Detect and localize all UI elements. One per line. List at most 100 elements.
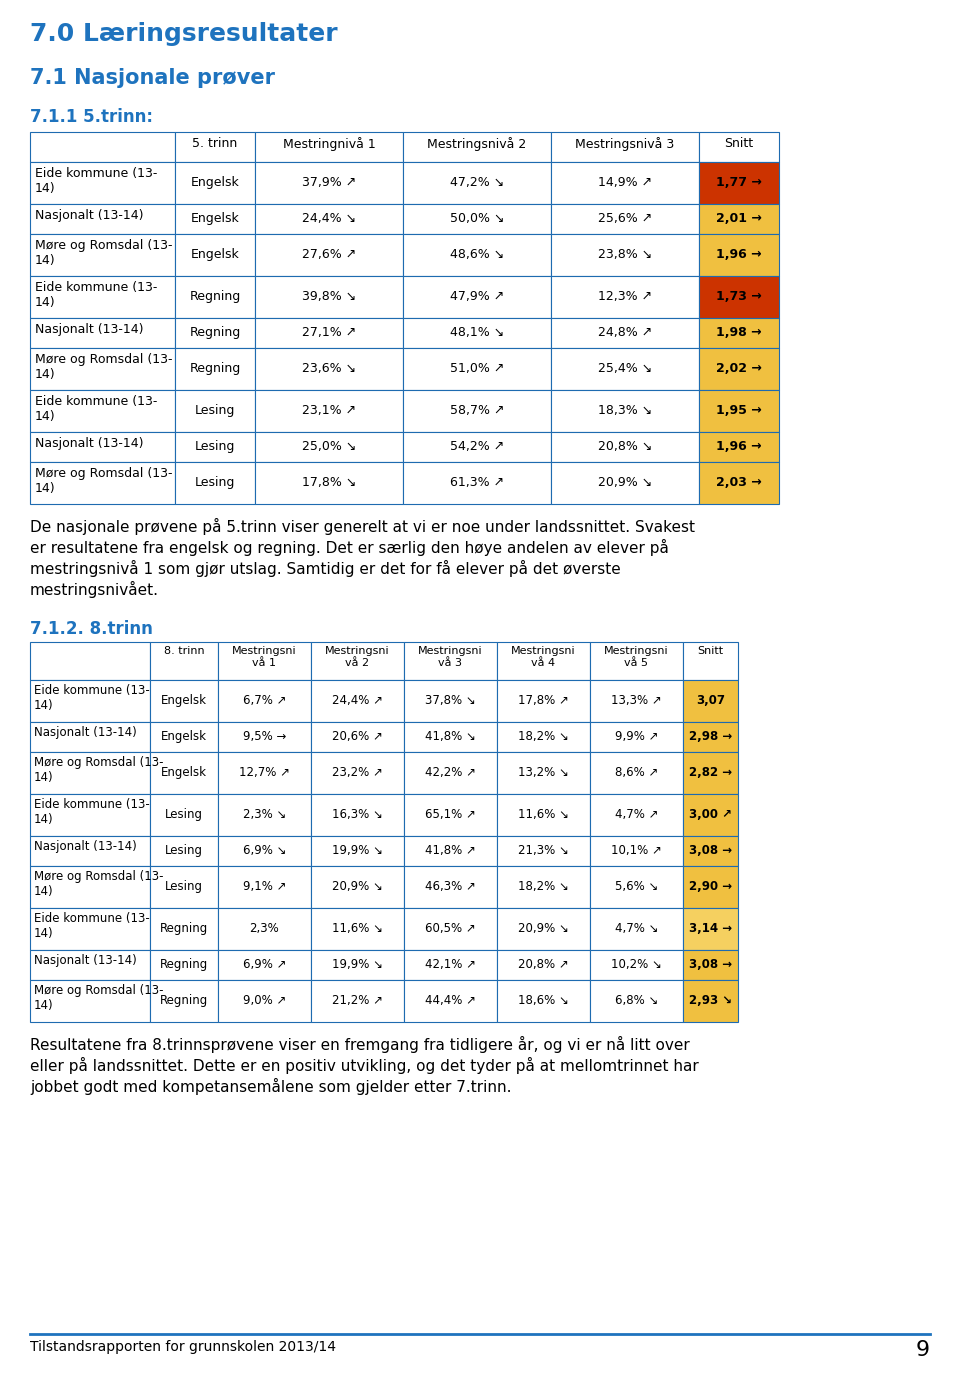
Bar xyxy=(683,837,738,866)
Text: Møre og Romsdal (13-
14): Møre og Romsdal (13- 14) xyxy=(34,984,163,1011)
Text: mestringsnivået.: mestringsnivået. xyxy=(30,581,159,599)
Text: 20,9% ↘: 20,9% ↘ xyxy=(598,476,652,488)
Bar xyxy=(403,234,551,277)
Bar xyxy=(551,462,699,504)
Bar xyxy=(150,908,218,949)
Text: 3,14 →: 3,14 → xyxy=(689,922,732,936)
Bar xyxy=(551,204,699,234)
Text: Møre og Romsdal (13-
14): Møre og Romsdal (13- 14) xyxy=(35,239,173,267)
Bar xyxy=(255,348,403,389)
Bar xyxy=(683,908,738,949)
Text: 6,8% ↘: 6,8% ↘ xyxy=(614,993,659,1007)
Text: 12,3% ↗: 12,3% ↗ xyxy=(598,290,652,303)
Text: 12,7% ↗: 12,7% ↗ xyxy=(239,766,290,779)
Bar xyxy=(699,462,779,504)
Text: Regning: Regning xyxy=(160,993,208,1007)
Text: Lesing: Lesing xyxy=(165,843,203,857)
Bar xyxy=(403,318,551,348)
Text: 24,8% ↗: 24,8% ↗ xyxy=(598,326,652,338)
Bar xyxy=(403,389,551,432)
Bar xyxy=(175,318,255,348)
Text: 25,4% ↘: 25,4% ↘ xyxy=(598,362,652,376)
Text: 58,7% ↗: 58,7% ↗ xyxy=(449,405,504,417)
Bar xyxy=(150,643,218,680)
Text: Nasjonalt (13-14): Nasjonalt (13-14) xyxy=(35,438,143,450)
Text: 1,96 →: 1,96 → xyxy=(716,440,762,453)
Bar xyxy=(150,680,218,722)
Text: Engelsk: Engelsk xyxy=(191,212,239,226)
Bar xyxy=(404,908,497,949)
Text: 46,3% ↗: 46,3% ↗ xyxy=(425,881,476,893)
Bar xyxy=(683,794,738,837)
Bar xyxy=(551,348,699,389)
Bar xyxy=(590,753,683,794)
Bar xyxy=(30,866,150,908)
Bar xyxy=(175,277,255,318)
Bar xyxy=(590,794,683,837)
Bar xyxy=(590,680,683,722)
Text: Regning: Regning xyxy=(160,958,208,971)
Text: Snitt: Snitt xyxy=(725,138,754,150)
Text: 21,2% ↗: 21,2% ↗ xyxy=(332,993,383,1007)
Text: Nasjonalt (13-14): Nasjonalt (13-14) xyxy=(35,323,143,336)
Text: 16,3% ↘: 16,3% ↘ xyxy=(332,808,383,821)
Text: 10,2% ↘: 10,2% ↘ xyxy=(612,958,662,971)
Bar xyxy=(255,277,403,318)
Bar xyxy=(404,794,497,837)
Text: 25,6% ↗: 25,6% ↗ xyxy=(598,212,652,226)
Bar xyxy=(30,949,150,980)
Bar xyxy=(30,432,175,462)
Bar xyxy=(175,389,255,432)
Text: Engelsk: Engelsk xyxy=(191,176,239,189)
Text: Lesing: Lesing xyxy=(195,440,235,453)
Bar xyxy=(150,794,218,837)
Bar xyxy=(255,318,403,348)
Bar xyxy=(590,837,683,866)
Text: 50,0% ↘: 50,0% ↘ xyxy=(449,212,504,226)
Text: 4,7% ↗: 4,7% ↗ xyxy=(614,808,659,821)
Bar xyxy=(497,794,590,837)
Text: Regning: Regning xyxy=(160,922,208,936)
Text: 2,90 →: 2,90 → xyxy=(689,881,732,893)
Bar xyxy=(551,318,699,348)
Bar xyxy=(404,643,497,680)
Text: Lesing: Lesing xyxy=(165,808,203,821)
Text: 2,98 →: 2,98 → xyxy=(689,731,732,743)
Text: 20,9% ↘: 20,9% ↘ xyxy=(518,922,569,936)
Text: De nasjonale prøvene på 5.trinn viser generelt at vi er noe under landssnittet. : De nasjonale prøvene på 5.trinn viser ge… xyxy=(30,517,695,535)
Bar xyxy=(218,753,311,794)
Bar xyxy=(218,680,311,722)
Bar xyxy=(699,389,779,432)
Text: 42,2% ↗: 42,2% ↗ xyxy=(425,766,476,779)
Bar xyxy=(311,949,404,980)
Bar xyxy=(403,162,551,204)
Bar xyxy=(311,794,404,837)
Bar xyxy=(683,680,738,722)
Bar xyxy=(551,277,699,318)
Bar xyxy=(150,866,218,908)
Bar xyxy=(683,643,738,680)
Bar xyxy=(175,348,255,389)
Text: 2,03 →: 2,03 → xyxy=(716,476,762,488)
Bar xyxy=(699,432,779,462)
Bar xyxy=(699,234,779,277)
Bar xyxy=(311,980,404,1022)
Text: 11,6% ↘: 11,6% ↘ xyxy=(332,922,383,936)
Bar xyxy=(551,162,699,204)
Text: Møre og Romsdal (13-
14): Møre og Romsdal (13- 14) xyxy=(34,870,163,899)
Bar xyxy=(218,837,311,866)
Bar xyxy=(218,908,311,949)
Text: 23,2% ↗: 23,2% ↗ xyxy=(332,766,383,779)
Text: 1,98 →: 1,98 → xyxy=(716,326,762,338)
Bar xyxy=(30,204,175,234)
Text: Lesing: Lesing xyxy=(195,405,235,417)
Text: Eide kommune (13-
14): Eide kommune (13- 14) xyxy=(35,281,157,310)
Bar xyxy=(699,162,779,204)
Bar xyxy=(699,318,779,348)
Bar xyxy=(30,980,150,1022)
Bar xyxy=(30,132,175,162)
Text: 20,8% ↗: 20,8% ↗ xyxy=(518,958,569,971)
Text: 21,3% ↘: 21,3% ↘ xyxy=(518,843,569,857)
Bar xyxy=(150,837,218,866)
Bar xyxy=(404,866,497,908)
